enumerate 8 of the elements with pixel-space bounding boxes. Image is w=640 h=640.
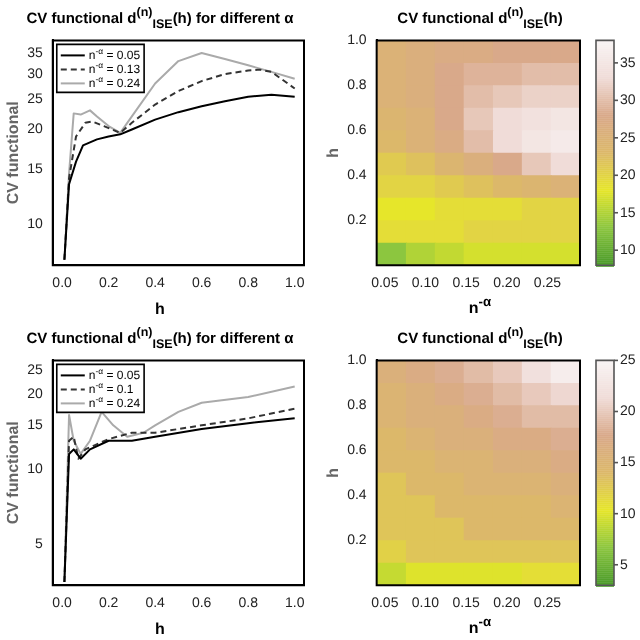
x-axis-title: n$^{-α}$: [466, 294, 494, 320]
x-axis-title: h: [153, 298, 167, 320]
y-axis-title: h: [324, 467, 343, 478]
x-axis-title: h: [153, 618, 167, 640]
y-axis-title: CV functional: [4, 421, 23, 525]
x-axis-title: n$^{-α}$: [466, 614, 494, 640]
y-axis-title: h: [324, 147, 343, 158]
y-axis-title: CV functional: [4, 101, 23, 205]
